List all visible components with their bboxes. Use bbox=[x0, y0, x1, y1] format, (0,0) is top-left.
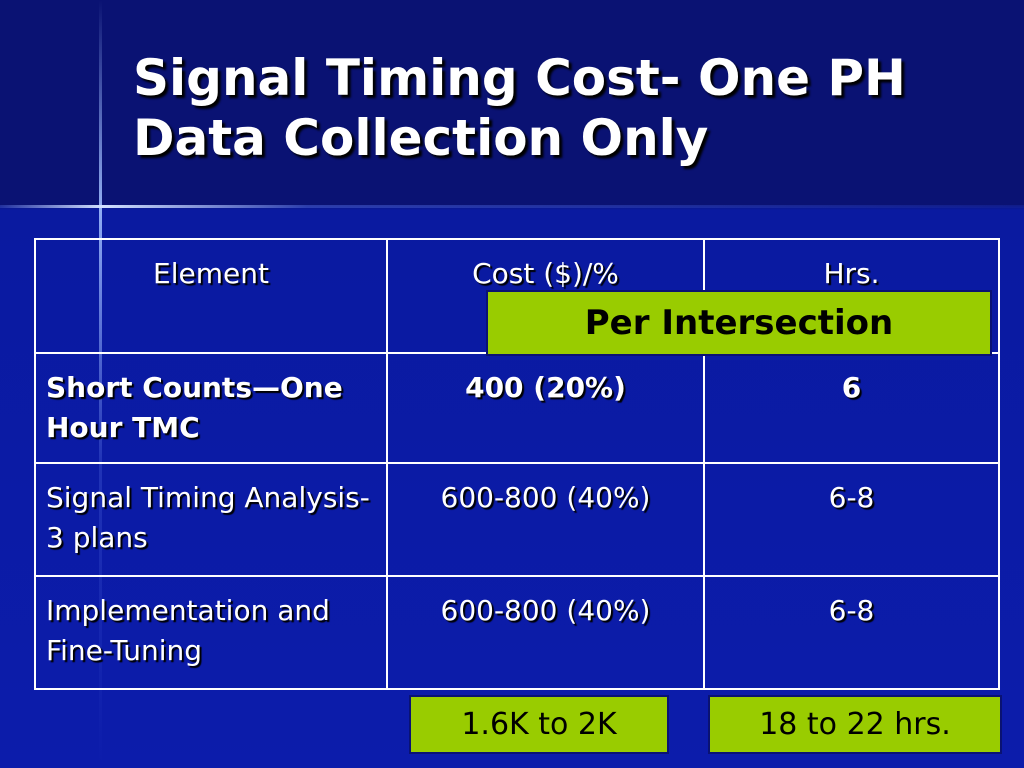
callout: Per Intersection bbox=[486, 290, 992, 356]
cell: Signal Timing Analysis-3 plans bbox=[34, 462, 388, 577]
cell: 6-8 bbox=[703, 575, 1000, 690]
cell: Short Counts—One Hour TMC bbox=[34, 352, 388, 464]
cell: 6 bbox=[703, 352, 1000, 464]
title: Signal Timing Cost- One PH Data Collecti… bbox=[133, 49, 906, 167]
cell: 600-800 (40%) bbox=[386, 575, 705, 690]
total-box: 18 to 22 hrs. bbox=[708, 695, 1002, 754]
cell: 600-800 (40%) bbox=[386, 462, 705, 577]
header-cell: Element bbox=[34, 238, 388, 354]
cell: Implementation and Fine-Tuning bbox=[34, 575, 388, 690]
header-band bbox=[0, 0, 1024, 205]
cell: 6-8 bbox=[703, 462, 1000, 577]
decor-line bbox=[0, 205, 1024, 208]
cell: 400 (20%) bbox=[386, 352, 705, 464]
total-box: 1.6K to 2K bbox=[409, 695, 669, 754]
